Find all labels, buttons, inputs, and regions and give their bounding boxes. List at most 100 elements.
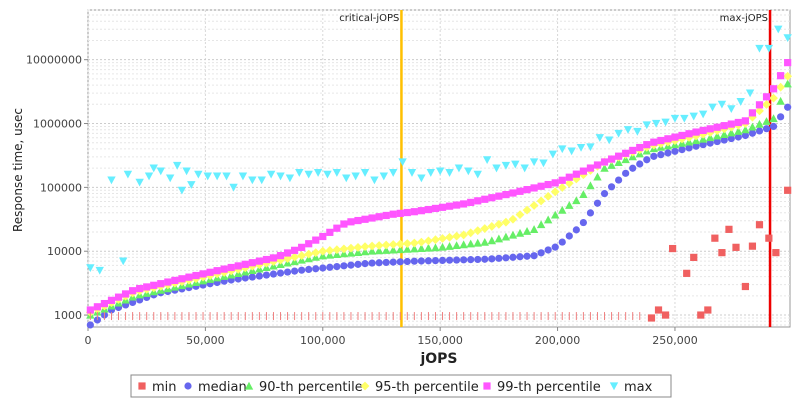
data-point-90-th-percentile xyxy=(466,239,475,248)
data-point-max xyxy=(276,172,285,181)
data-point-99-th-percentile xyxy=(129,287,137,295)
data-point-median xyxy=(241,274,249,282)
data-point-max xyxy=(511,160,520,169)
data-point-99-th-percentile xyxy=(396,209,404,217)
data-point-95-th-percentile xyxy=(374,241,384,250)
data-point-95-th-percentile xyxy=(501,217,511,227)
x-tick-label: 150,000 xyxy=(417,334,463,347)
legend-label: max xyxy=(624,380,653,395)
data-point-99-th-percentile xyxy=(713,123,721,131)
legend-swatch-median xyxy=(184,382,192,390)
data-point-max xyxy=(558,145,567,154)
data-point-99-th-percentile xyxy=(643,141,651,149)
data-point-median xyxy=(333,262,341,271)
data-point-99-th-percentile xyxy=(629,146,637,155)
data-point-max xyxy=(398,158,407,167)
data-point-max xyxy=(156,167,165,176)
data-point-90-th-percentile xyxy=(600,163,609,172)
data-point-max xyxy=(165,174,175,183)
data-point-90-th-percentile xyxy=(473,238,482,247)
legend-swatch-90-th-percentile xyxy=(244,381,254,390)
data-point-95-th-percentile xyxy=(536,196,546,206)
data-point-median xyxy=(579,218,587,227)
data-point-median xyxy=(410,257,418,265)
data-point-90-th-percentile xyxy=(410,244,419,253)
data-point-99-th-percentile xyxy=(382,211,390,220)
data-point-99-th-percentile xyxy=(706,125,714,133)
series-max xyxy=(86,25,792,275)
data-point-99-th-percentile xyxy=(248,259,256,267)
data-point-99-th-percentile xyxy=(431,204,440,213)
data-point-median xyxy=(474,255,482,264)
data-point-99-th-percentile xyxy=(114,293,123,301)
data-point-median xyxy=(593,199,602,207)
legend-item-95-th-percentile: 95-th percentile xyxy=(360,380,479,395)
data-point-median xyxy=(460,256,468,264)
data-point-99-th-percentile xyxy=(121,290,130,298)
data-point-median xyxy=(706,139,714,147)
data-point-95-th-percentile xyxy=(381,240,391,250)
data-point-90-th-percentile xyxy=(508,230,518,239)
data-point-median xyxy=(467,256,475,264)
data-point-max xyxy=(119,257,128,266)
data-point-max xyxy=(651,119,661,128)
max-jops-label: max-jOPS xyxy=(720,13,768,24)
data-point-median xyxy=(255,272,263,280)
data-point-median xyxy=(347,261,355,269)
data-point-99-th-percentile xyxy=(269,254,278,262)
data-point-99-th-percentile xyxy=(607,155,616,163)
data-points xyxy=(85,25,793,329)
legend-item-median: median xyxy=(184,380,247,395)
data-point-95-th-percentile xyxy=(466,228,476,238)
data-point-99-th-percentile xyxy=(586,164,595,172)
data-point-max xyxy=(144,172,154,181)
data-point-median xyxy=(586,209,595,217)
data-point-99-th-percentile xyxy=(93,303,101,311)
data-point-95-th-percentile xyxy=(346,243,356,253)
data-point-95-th-percentile xyxy=(494,219,504,229)
data-point-max xyxy=(222,172,231,181)
data-point-99-th-percentile xyxy=(157,280,165,288)
data-point-99-th-percentile xyxy=(509,189,517,197)
data-point-median xyxy=(678,145,686,154)
data-point-median xyxy=(488,255,496,263)
data-point-90-th-percentile xyxy=(367,246,377,255)
data-point-99-th-percentile xyxy=(685,130,693,138)
data-point-median xyxy=(523,252,531,260)
data-point-90-th-percentile xyxy=(487,236,497,245)
data-point-99-th-percentile xyxy=(319,232,327,241)
x-tick-label: 250,000 xyxy=(652,334,698,347)
data-point-90-th-percentile xyxy=(565,201,574,209)
y-tick-label: 1000000 xyxy=(33,118,82,131)
data-point-max xyxy=(698,110,708,119)
data-point-99-th-percentile xyxy=(572,170,580,178)
data-point-90-th-percentile xyxy=(480,237,489,246)
data-point-99-th-percentile xyxy=(657,136,665,145)
data-point-max xyxy=(623,126,633,134)
data-point-max xyxy=(173,161,182,170)
data-point-90-th-percentile xyxy=(396,245,405,254)
data-point-99-th-percentile xyxy=(354,216,362,225)
legend-label: median xyxy=(198,380,247,395)
data-point-99-th-percentile xyxy=(762,93,771,101)
data-point-max xyxy=(332,169,342,177)
data-point-95-th-percentile xyxy=(311,248,321,258)
data-point-90-th-percentile xyxy=(579,190,588,198)
data-point-90-th-percentile xyxy=(515,228,525,237)
data-point-95-th-percentile xyxy=(755,106,764,116)
legend-label: min xyxy=(152,380,177,395)
legend-label: 95-th percentile xyxy=(375,380,479,395)
data-point-90-th-percentile xyxy=(762,117,771,125)
data-point-max xyxy=(680,114,689,123)
data-point-min xyxy=(765,234,773,242)
data-point-median xyxy=(509,253,517,261)
data-point-99-th-percentile xyxy=(178,275,186,283)
data-point-median xyxy=(769,122,778,131)
data-point-median xyxy=(551,243,559,251)
x-tick-label: 50,000 xyxy=(186,334,225,347)
data-point-median xyxy=(234,275,242,283)
data-point-median xyxy=(453,256,461,264)
data-point-99-th-percentile xyxy=(410,208,418,216)
data-point-99-th-percentile xyxy=(143,283,151,291)
data-point-min xyxy=(647,314,656,322)
